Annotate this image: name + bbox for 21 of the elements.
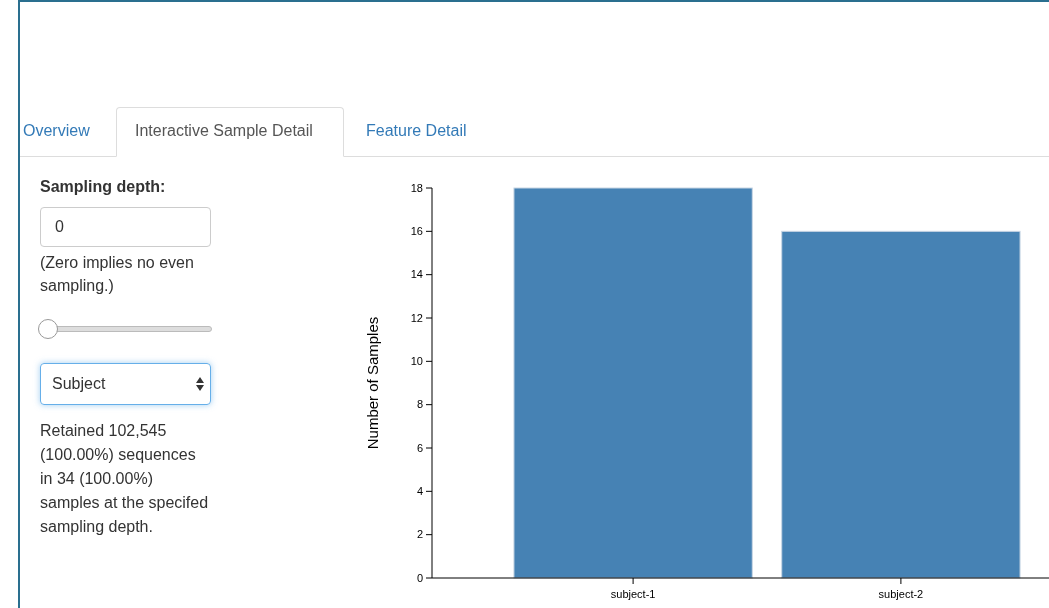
text: Retained 102,545 (100.00%) sequences in 34 (100.00%) samples at the specifed sampling depth. [40,421,210,537]
y-tick-label: 2 [416,528,423,541]
y-tick-label: 0 [416,571,423,584]
text: 0 [55,218,64,236]
y-tick-label: 4 [416,484,423,497]
y-tick-label: 12 [410,311,423,324]
y-tick-label: 16 [410,224,423,237]
y-tick-label: 14 [410,268,423,281]
y-tick-label: 8 [416,398,423,411]
x-tick-label: subject-2 [878,588,924,600]
x-tick-label: subject-1 [610,588,656,600]
text: (Zero implies no even sampling.) [40,253,195,296]
text: Feature Detail [366,122,467,140]
y-tick-label: 18 [410,181,423,194]
y-tick-label: 6 [416,441,423,454]
y-tick-label: 10 [410,354,423,367]
text: Interactive Sample Detail [135,122,313,140]
text: Subject [52,375,106,393]
text: Sampling depth: [40,178,166,196]
y-axis-title: Number of Samples [364,316,381,450]
text: Overview [23,122,90,140]
